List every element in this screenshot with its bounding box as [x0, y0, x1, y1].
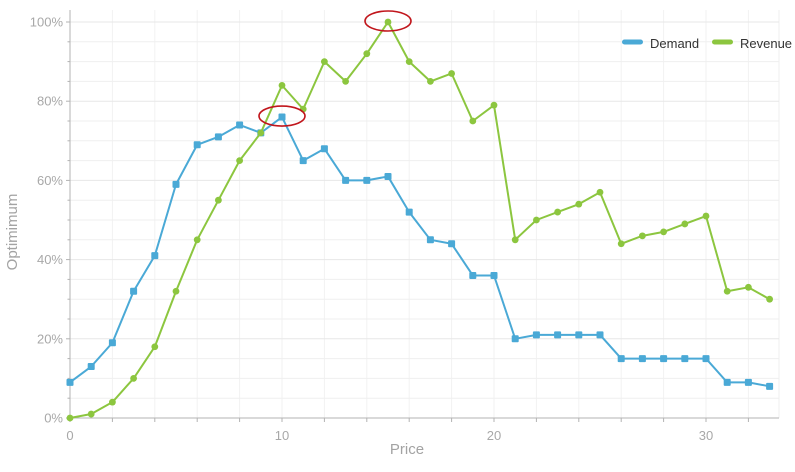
demand-point — [766, 382, 774, 390]
demand-point — [193, 141, 201, 149]
demand-point — [702, 355, 710, 363]
demand-legend-swatch-icon — [622, 39, 643, 45]
demand-line — [69, 116, 771, 388]
demand-point — [320, 145, 328, 153]
annotation-ellipse — [258, 105, 306, 127]
y-axis-title: Optimimum — [4, 194, 21, 271]
demand-point — [681, 355, 689, 363]
revenue-point — [575, 200, 583, 208]
revenue-point — [596, 188, 604, 196]
revenue-point — [681, 220, 689, 228]
revenue-point — [236, 157, 244, 165]
demand-point — [87, 363, 95, 371]
y-tick-label: 20% — [37, 331, 63, 346]
revenue-point — [193, 236, 201, 244]
y-tick-label: 100% — [30, 15, 64, 30]
revenue-point — [723, 287, 731, 295]
revenue-line — [69, 21, 771, 419]
revenue-point — [766, 295, 773, 303]
revenue-point — [745, 283, 752, 291]
demand-point — [130, 287, 138, 295]
revenue-point — [66, 414, 74, 422]
chart-generated-layer: 0 10 20 30 0% 20% 40% 60% 80% 100% — [30, 10, 780, 443]
legend-item-revenue[interactable]: Revenue — [712, 36, 792, 51]
revenue-point — [490, 101, 498, 109]
y-tick-label: 80% — [37, 94, 63, 109]
legend-label-revenue: Revenue — [740, 36, 792, 51]
demand-point — [744, 378, 752, 386]
demand-point — [426, 236, 434, 244]
annotation-ellipse — [364, 10, 412, 32]
demand-point — [108, 339, 116, 347]
demand-point — [214, 133, 222, 141]
revenue-point — [639, 232, 646, 240]
demand-point — [660, 355, 668, 363]
y-tick-label: 40% — [37, 252, 63, 267]
demand-point — [617, 355, 625, 363]
demand-point — [405, 208, 413, 216]
demand-point — [554, 331, 562, 339]
revenue-point — [151, 343, 159, 351]
demand-point — [596, 331, 604, 339]
demand-point — [172, 180, 180, 188]
legend-label-demand: Demand — [650, 36, 699, 51]
x-axis-title: Price — [390, 441, 424, 458]
x-tick-label: 30 — [699, 428, 713, 443]
x-tick-label: 0 — [66, 428, 73, 443]
demand-point — [511, 335, 519, 343]
demand-point — [723, 378, 731, 386]
demand-point — [575, 331, 583, 339]
demand-point — [278, 113, 286, 121]
demand-point — [236, 121, 244, 129]
revenue-legend-swatch-icon — [712, 39, 733, 45]
demand-point — [384, 172, 392, 180]
revenue-point — [702, 212, 710, 220]
revenue-point — [172, 287, 180, 295]
demand-point — [490, 271, 498, 279]
revenue-point — [617, 240, 625, 248]
demand-point — [299, 157, 307, 165]
revenue-point — [533, 216, 540, 224]
revenue-point — [342, 78, 349, 85]
demand-point — [151, 252, 159, 260]
revenue-point — [363, 50, 371, 58]
revenue-point — [278, 81, 286, 89]
x-tick-label: 20 — [487, 428, 501, 443]
revenue-point — [109, 398, 116, 406]
demand-point — [448, 240, 456, 248]
demand-point — [342, 176, 350, 184]
revenue-point — [384, 18, 392, 26]
revenue-point — [511, 236, 519, 244]
demand-point — [66, 378, 74, 386]
revenue-point — [321, 58, 328, 65]
revenue-point — [87, 410, 95, 418]
legend: Demand Revenue — [622, 36, 792, 51]
revenue-point — [215, 196, 222, 204]
revenue-point — [469, 117, 477, 125]
revenue-point — [554, 208, 561, 216]
demand-point — [638, 355, 646, 363]
y-tick-label: 60% — [37, 173, 63, 188]
revenue-point — [130, 375, 138, 382]
revenue-point — [427, 78, 434, 85]
legend-item-demand[interactable]: Demand — [622, 36, 699, 51]
revenue-point — [405, 58, 413, 65]
demand-point — [532, 331, 540, 339]
demand-point — [469, 271, 477, 279]
revenue-point — [448, 70, 455, 77]
y-tick-label: 0% — [44, 411, 63, 426]
revenue-point — [660, 228, 667, 236]
revenue-point — [257, 129, 265, 137]
demand-point — [363, 176, 371, 184]
x-tick-label: 10 — [275, 428, 289, 443]
